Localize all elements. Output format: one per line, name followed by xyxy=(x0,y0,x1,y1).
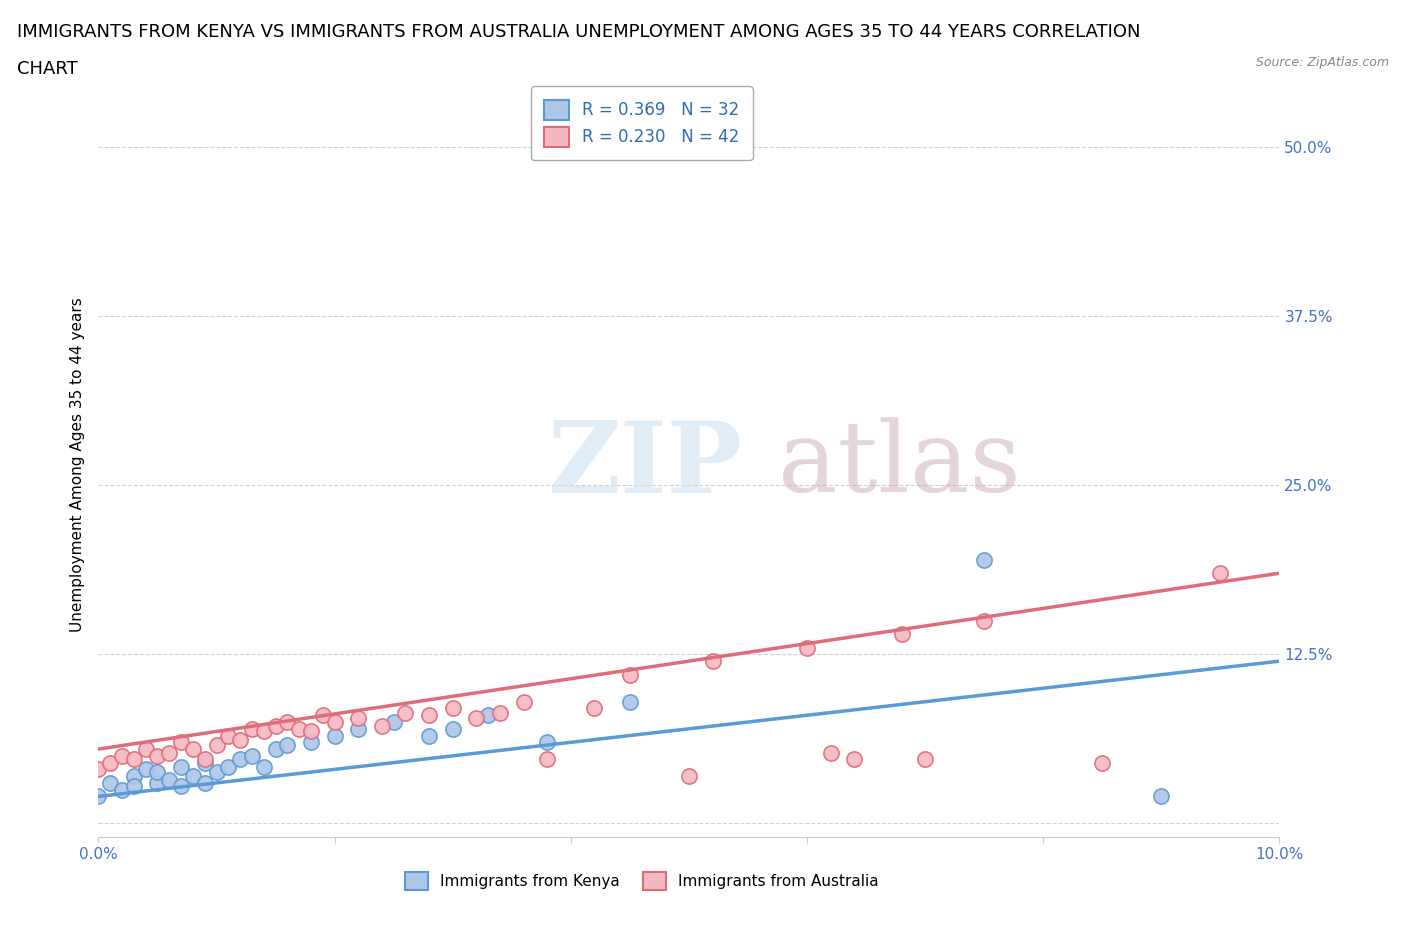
Point xyxy=(205,737,228,752)
Point xyxy=(820,746,842,761)
Point xyxy=(973,613,995,628)
Point xyxy=(181,741,204,756)
Point xyxy=(253,724,276,739)
Text: ZIP: ZIP xyxy=(547,417,742,513)
Point xyxy=(122,778,145,793)
Point xyxy=(465,711,488,725)
Point xyxy=(170,778,193,793)
Point xyxy=(98,776,121,790)
Text: IMMIGRANTS FROM KENYA VS IMMIGRANTS FROM AUSTRALIA UNEMPLOYMENT AMONG AGES 35 TO: IMMIGRANTS FROM KENYA VS IMMIGRANTS FROM… xyxy=(17,23,1140,41)
Point xyxy=(844,751,866,766)
Point xyxy=(299,724,322,739)
Point xyxy=(796,640,818,655)
Point xyxy=(253,759,276,774)
Point xyxy=(181,769,204,784)
Point xyxy=(1150,789,1173,804)
Point xyxy=(111,749,134,764)
Point xyxy=(536,735,558,750)
Point xyxy=(217,759,239,774)
Point xyxy=(122,751,145,766)
Point xyxy=(170,759,193,774)
Point xyxy=(87,762,110,777)
Point xyxy=(347,722,370,737)
Point xyxy=(194,751,217,766)
Point xyxy=(217,728,239,743)
Text: Source: ZipAtlas.com: Source: ZipAtlas.com xyxy=(1256,56,1389,69)
Point xyxy=(122,769,145,784)
Point xyxy=(536,751,558,766)
Point xyxy=(619,695,641,710)
Point xyxy=(394,705,416,720)
Point xyxy=(240,749,263,764)
Point xyxy=(299,735,322,750)
Point xyxy=(157,773,180,788)
Point xyxy=(418,708,440,723)
Point xyxy=(135,762,157,777)
Point xyxy=(702,654,724,669)
Point xyxy=(146,764,169,779)
Point xyxy=(323,714,346,729)
Point xyxy=(276,737,298,752)
Point xyxy=(1091,755,1114,770)
Text: CHART: CHART xyxy=(17,60,77,78)
Point xyxy=(170,735,193,750)
Point xyxy=(619,667,641,682)
Point xyxy=(323,728,346,743)
Point xyxy=(678,769,700,784)
Point xyxy=(441,722,464,737)
Point xyxy=(583,701,606,716)
Point xyxy=(347,711,370,725)
Point xyxy=(98,755,121,770)
Point xyxy=(489,705,512,720)
Point xyxy=(111,782,134,797)
Point xyxy=(229,751,252,766)
Point xyxy=(973,552,995,567)
Legend: Immigrants from Kenya, Immigrants from Australia: Immigrants from Kenya, Immigrants from A… xyxy=(399,866,884,897)
Point xyxy=(441,701,464,716)
Point xyxy=(264,741,287,756)
Point xyxy=(87,789,110,804)
Point xyxy=(135,741,157,756)
Point xyxy=(1209,565,1232,580)
Point xyxy=(194,755,217,770)
Point xyxy=(382,714,405,729)
Point xyxy=(157,746,180,761)
Point xyxy=(229,732,252,747)
Point xyxy=(288,722,311,737)
Point xyxy=(312,708,335,723)
Point xyxy=(477,708,499,723)
Point xyxy=(418,728,440,743)
Point xyxy=(890,627,912,642)
Point xyxy=(205,764,228,779)
Point xyxy=(371,719,394,734)
Point xyxy=(146,776,169,790)
Point xyxy=(194,776,217,790)
Point xyxy=(914,751,936,766)
Y-axis label: Unemployment Among Ages 35 to 44 years: Unemployment Among Ages 35 to 44 years xyxy=(69,298,84,632)
Point xyxy=(512,695,534,710)
Point xyxy=(146,749,169,764)
Point xyxy=(264,719,287,734)
Text: atlas: atlas xyxy=(778,417,1021,513)
Point xyxy=(276,714,298,729)
Point xyxy=(240,722,263,737)
